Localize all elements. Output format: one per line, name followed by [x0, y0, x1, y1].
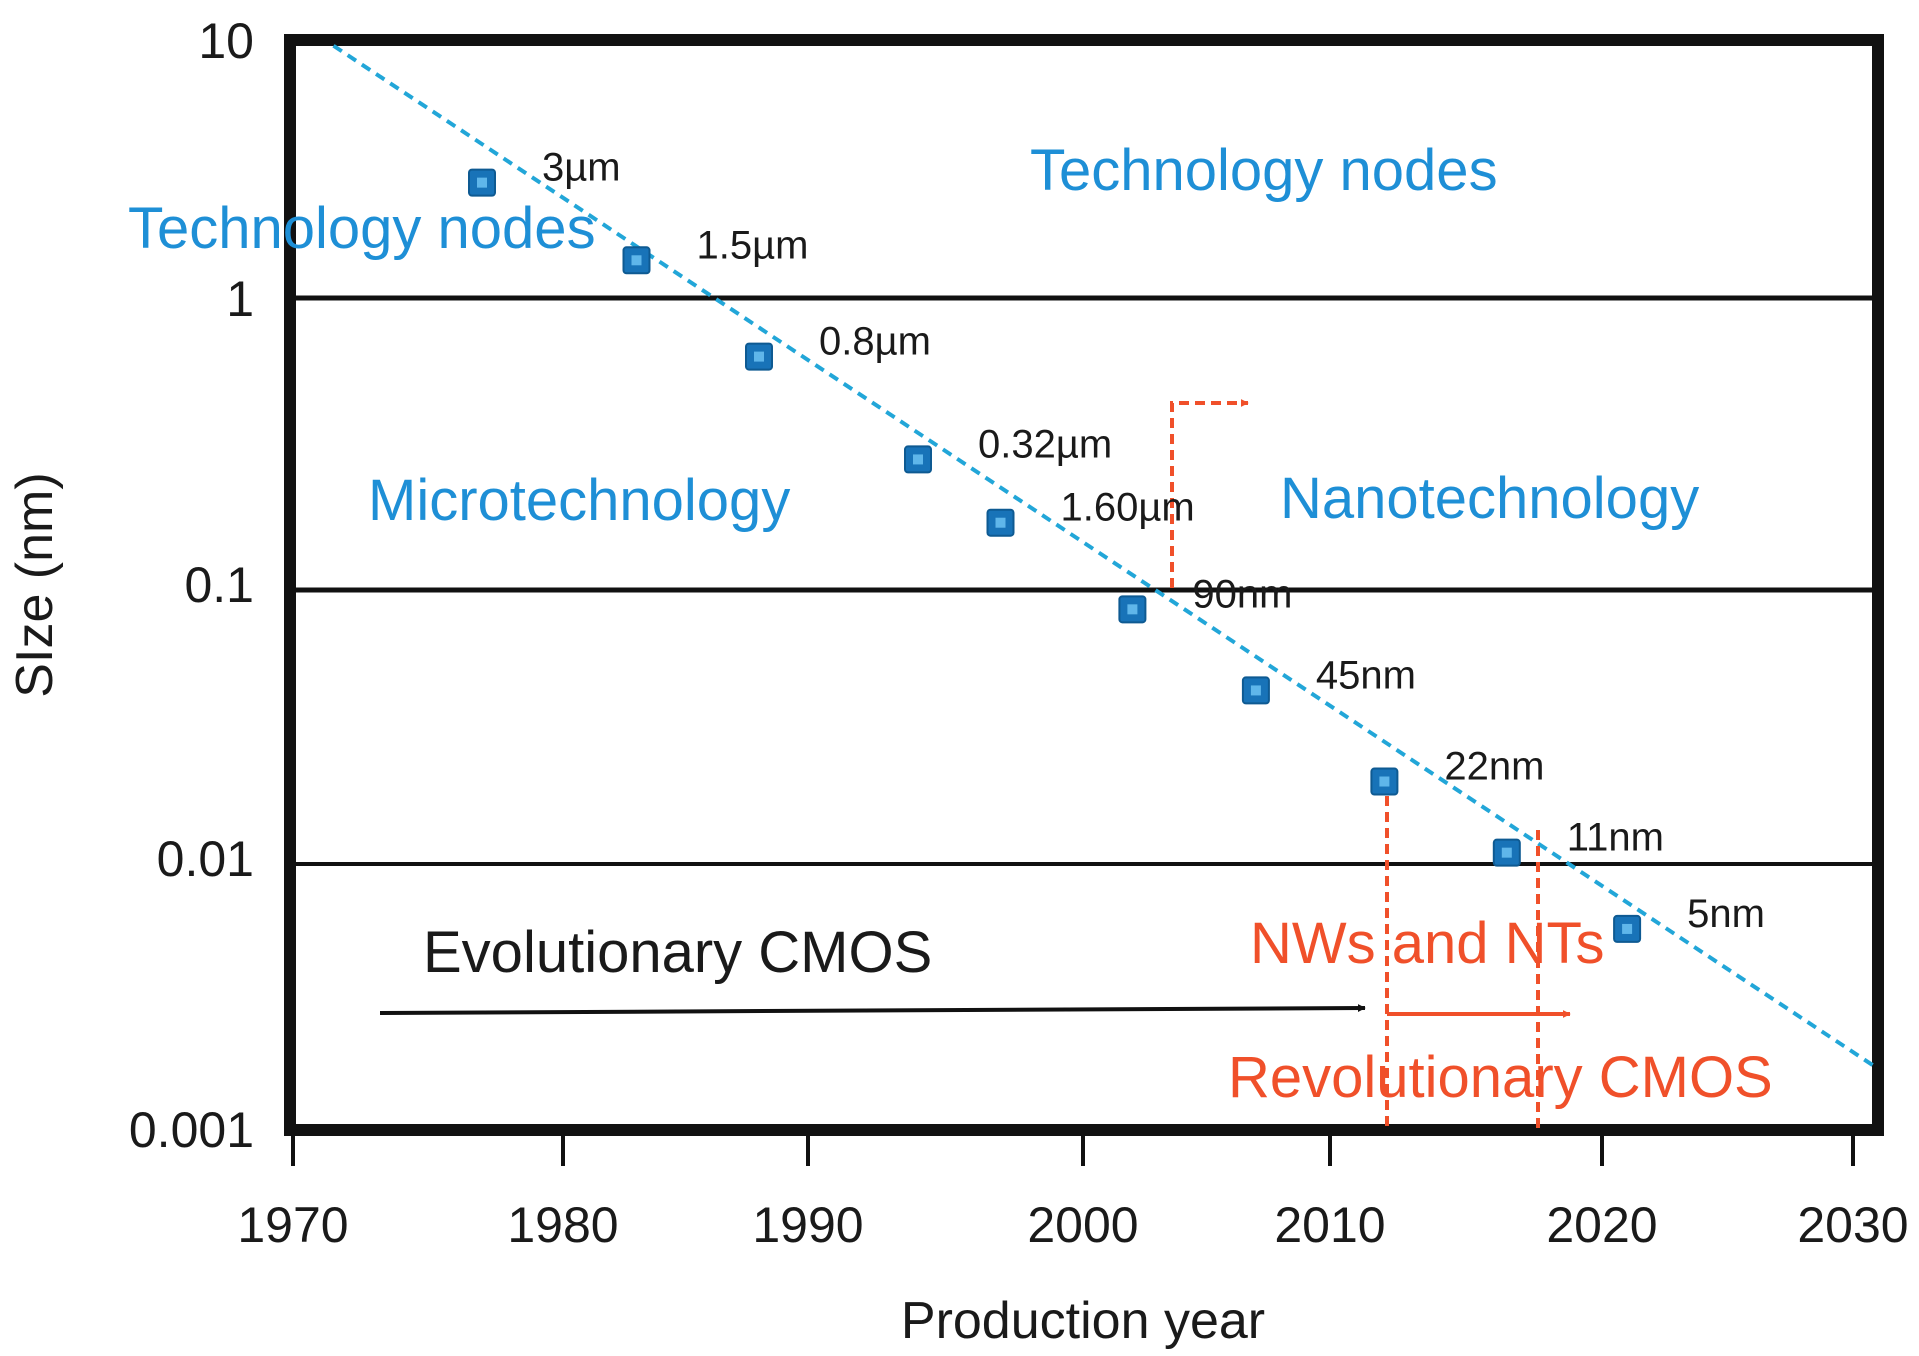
data-point-highlight-2: [754, 351, 764, 362]
label-evolutionary-cmos: Evolutionary CMOS: [423, 920, 932, 985]
data-point-label-3: 0.32µm: [978, 422, 1112, 466]
y-axis-title: SIze (nm): [6, 472, 64, 697]
data-point-highlight-8: [1501, 847, 1512, 858]
plot-frame: [284, 34, 1884, 1136]
y-tick-label-0.1: 0.1: [184, 557, 254, 613]
data-point-highlight-5: [1127, 604, 1138, 615]
x-tick-label-2010: 2010: [1274, 1197, 1385, 1253]
label-nws-and-nts: NWs and NTs: [1250, 911, 1605, 976]
data-point-highlight-4: [995, 517, 1006, 528]
data-point-label-2: 0.8µm: [819, 320, 931, 364]
data-point-label-5: 90nm: [1192, 572, 1292, 616]
x-tick-label-1980: 1980: [507, 1197, 618, 1253]
x-tick-label-2000: 2000: [1027, 1197, 1138, 1253]
data-points: 3µm 1.5µm 0.8µm 0.32µm 1.60µm 90nm 45nm 22nm 11n…: [468, 146, 1765, 943]
y-tick-label-1: 1: [226, 271, 254, 327]
evolutionary-arrow: [379, 1004, 1366, 1015]
x-tick-label-2030: 2030: [1797, 1197, 1908, 1253]
x-axis-title: Production year: [901, 1292, 1265, 1350]
x-axis-ticks: [291, 1136, 1855, 1166]
y-tick-label-10: 10: [198, 13, 254, 69]
data-point-highlight-0: [477, 177, 487, 188]
data-point-highlight-1: [631, 255, 642, 266]
data-point-highlight-3: [913, 454, 923, 465]
x-tick-label-1990: 1990: [752, 1197, 863, 1253]
label-technology-nodes-right: Technology nodes: [1030, 138, 1498, 203]
label-technology-nodes-left: Technology nodes: [128, 196, 596, 261]
data-point-highlight-6: [1250, 685, 1261, 696]
data-point-label-4: 1.60µm: [1061, 486, 1195, 530]
y-tick-label-0.01: 0.01: [157, 831, 254, 887]
data-point-label-6: 45nm: [1316, 653, 1416, 697]
nanotechnology-arrow: [1170, 399, 1249, 588]
y-tick-label-0.001: 0.001: [129, 1102, 254, 1158]
data-point-label-7: 22nm: [1444, 745, 1544, 789]
data-point-highlight-9: [1622, 923, 1633, 934]
label-microtechnology: Microtechnology: [368, 468, 790, 533]
data-point-label-0: 3µm: [542, 146, 621, 190]
x-tick-label-1970: 1970: [237, 1197, 348, 1253]
label-revolutionary-cmos: Revolutionary CMOS: [1228, 1045, 1773, 1110]
x-tick-label-2020: 2020: [1546, 1197, 1657, 1253]
data-point-label-9: 5nm: [1687, 892, 1765, 936]
data-point-highlight-7: [1379, 776, 1390, 787]
label-nanotechnology: Nanotechnology: [1280, 466, 1699, 531]
data-point-label-8: 11nm: [1567, 816, 1664, 860]
data-point-label-1: 1.5µm: [697, 223, 809, 267]
trend-line: [332, 44, 1880, 1071]
